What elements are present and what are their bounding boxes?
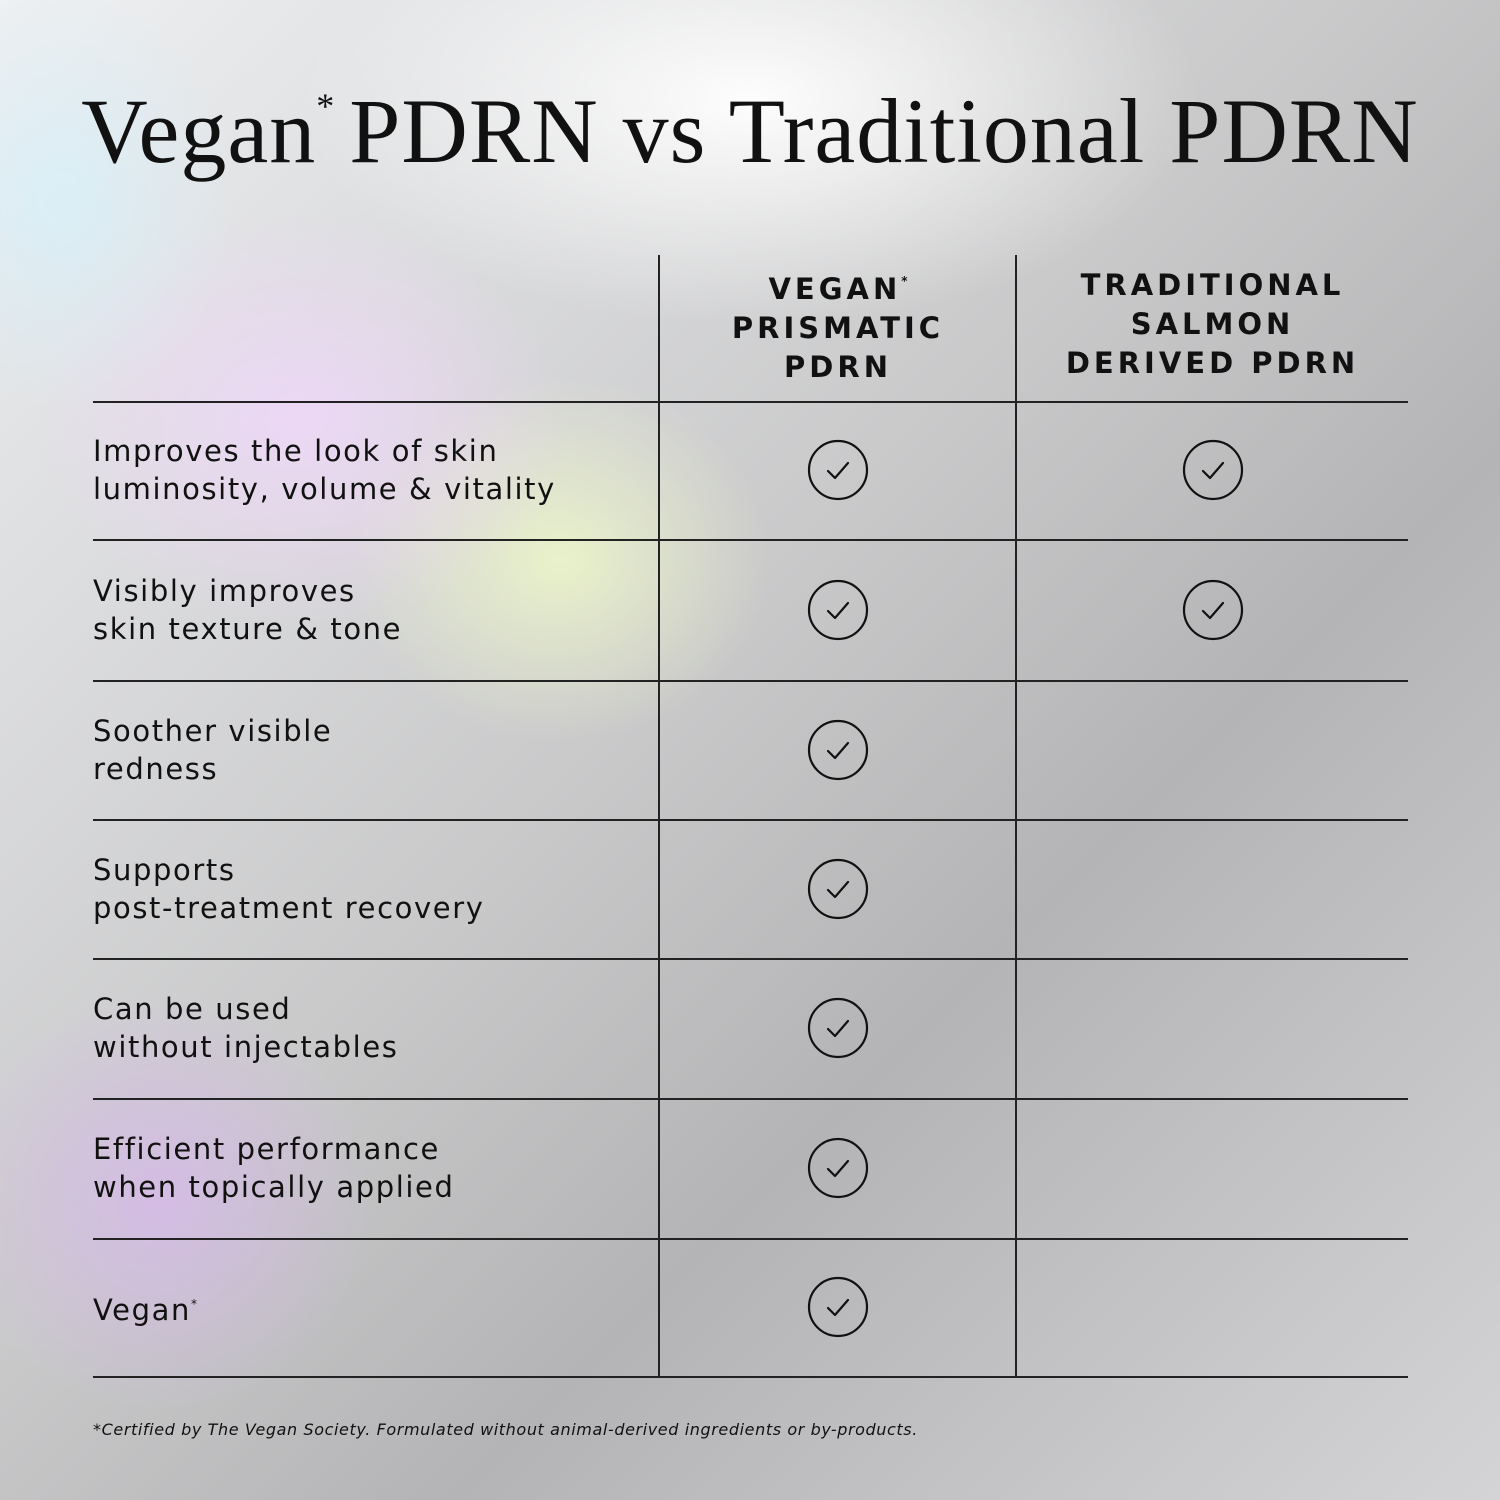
row-divider: [93, 401, 1408, 403]
header-line: DERIVED PDRN: [1066, 344, 1359, 383]
label-line: redness: [93, 750, 653, 788]
title-text: Vegan: [81, 80, 317, 182]
row-divider: [93, 819, 1408, 821]
row-label: Supports post-treatment recovery: [93, 819, 653, 958]
header-line: TRADITIONAL: [1081, 266, 1345, 305]
label-line: luminosity, volume & vitality: [93, 470, 653, 508]
label-text: Efficient performance: [93, 1132, 440, 1166]
title-text: PDRN vs Traditional PDRN: [349, 80, 1419, 182]
label-text: luminosity, volume & vitality: [93, 472, 556, 506]
header-text: TRADITIONAL: [1080, 268, 1345, 302]
check-icon: [807, 719, 869, 780]
header-line: SALMON: [1131, 305, 1295, 344]
header-text: PRISMATIC: [731, 311, 945, 345]
row-divider: [93, 1238, 1408, 1240]
check-icon: [807, 997, 869, 1059]
header-asterisk: *: [901, 274, 908, 288]
check-icon: [1182, 579, 1243, 640]
row-divider: [93, 958, 1408, 960]
label-line: Visibly improves: [93, 572, 653, 610]
column-divider: [1015, 255, 1017, 1376]
row-label: Can be used without injectables: [93, 958, 653, 1098]
label-line: Supports: [93, 851, 653, 889]
header-text: DERIVED PDRN: [1065, 346, 1360, 380]
label-line: Soother visible: [93, 712, 653, 750]
label-line: post-treatment recovery: [93, 889, 653, 927]
label-text: without injectables: [93, 1030, 399, 1064]
label-text: Soother visible: [93, 713, 333, 748]
label-text: Improves the look of skin: [93, 434, 499, 468]
label-line: skin texture & tone: [93, 610, 653, 648]
header-line: PRISMATIC: [732, 309, 944, 348]
check-icon: [807, 858, 869, 919]
label-line: Can be used: [93, 990, 653, 1028]
label-text: Visibly improves: [93, 573, 356, 608]
label-text: redness: [93, 751, 219, 786]
header-line: VEGAN*: [768, 262, 907, 309]
label-asterisk: *: [191, 1297, 199, 1311]
label-text: Can be used: [93, 992, 292, 1026]
label-text: Vegan: [93, 1293, 191, 1327]
check-icon: [1182, 439, 1243, 501]
label-line: when topically applied: [93, 1168, 653, 1206]
label-line: Efficient performance: [93, 1130, 653, 1168]
title: Vegan* PDRN vs Traditional PDRN: [0, 78, 1500, 184]
row-label: Visibly improves skin texture & tone: [93, 539, 653, 680]
header-text: PDRN: [784, 350, 892, 384]
label-text: post-treatment recovery: [93, 890, 485, 925]
column-header: TRADITIONAL SALMON DERIVED PDRN: [1017, 262, 1408, 387]
header-text: SALMON: [1130, 307, 1295, 341]
check-icon: [807, 439, 869, 501]
header-line: PDRN: [784, 348, 892, 387]
label-line: Improves the look of skin: [93, 432, 653, 470]
check-icon: [807, 579, 869, 640]
row-label: Efficient performance when topically appl…: [93, 1098, 653, 1238]
row-divider: [93, 680, 1408, 682]
check-icon: [807, 1276, 869, 1338]
row-divider: [93, 1376, 1408, 1378]
label-line: Vegan*: [93, 1285, 653, 1329]
row-label: Soother visible redness: [93, 680, 653, 819]
label-text: when topically applied: [93, 1170, 455, 1204]
header-text: VEGAN: [768, 272, 902, 306]
title-asterisk: *: [316, 86, 336, 126]
label-text: Supports: [93, 852, 236, 887]
label-line: without injectables: [93, 1028, 653, 1066]
column-divider: [658, 255, 660, 1376]
column-header: VEGAN* PRISMATIC PDRN: [660, 262, 1016, 387]
footnote: *Certified by The Vegan Society. Formula…: [93, 1420, 918, 1439]
check-icon: [807, 1137, 869, 1199]
row-label: Vegan*: [93, 1238, 653, 1376]
label-text: skin texture & tone: [93, 611, 403, 646]
row-divider: [93, 1098, 1408, 1100]
row-label: Improves the look of skin luminosity, vol…: [93, 401, 653, 539]
row-divider: [93, 539, 1408, 541]
